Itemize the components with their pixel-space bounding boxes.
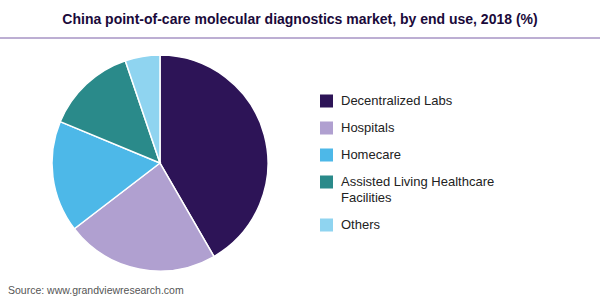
- legend-swatch: [320, 149, 333, 162]
- title: China point-of-care molecular diagnostic…: [62, 11, 537, 27]
- legend-swatch: [320, 176, 333, 189]
- legend-label: Assisted Living HealthcareFacilities: [341, 174, 494, 205]
- legend-swatch: [320, 219, 333, 232]
- pie: [52, 55, 268, 271]
- legend-label: Decentralized Labs: [341, 93, 453, 108]
- background: [0, 0, 600, 300]
- chart: China point-of-care molecular diagnostic…: [0, 0, 600, 300]
- legend-swatch: [320, 122, 333, 135]
- legend-label: Others: [341, 217, 381, 232]
- legend-label: Homecare: [341, 147, 401, 162]
- title-rule: [0, 38, 600, 39]
- legend-swatch: [320, 95, 333, 108]
- source-note: Source: www.grandviewresearch.com: [8, 284, 184, 296]
- legend-label: Hospitals: [341, 120, 395, 135]
- chart-container: China point-of-care molecular diagnostic…: [0, 0, 600, 300]
- pie-slice: [125, 55, 160, 163]
- legend: Decentralized Labs Hospitals Homecare Assis…: [320, 93, 494, 232]
